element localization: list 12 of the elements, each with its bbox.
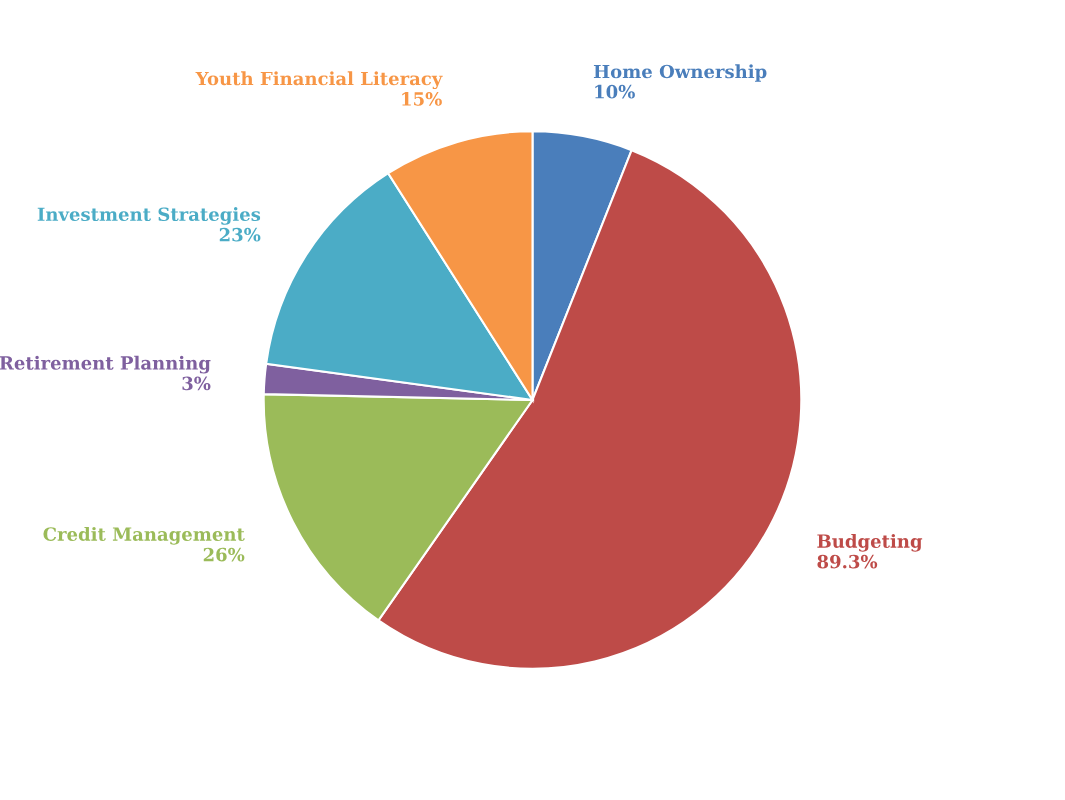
slice-label: Retirement Planning	[0, 355, 211, 374]
data-label: 3%	[182, 376, 211, 391]
slice-label: Investment Strategies	[37, 207, 261, 225]
data-label: 23%	[219, 227, 261, 242]
data-label: 15%	[402, 92, 442, 106]
data-label: 89.3%	[817, 554, 878, 569]
slice-label: Budgeting	[817, 533, 923, 552]
slice-label: Youth Financial Literacy	[195, 71, 443, 90]
data-label: 26%	[203, 547, 245, 562]
slice-label: Home Ownership	[593, 64, 767, 82]
data-label: 10%	[595, 84, 635, 99]
slice-label: Credit Management	[43, 526, 245, 545]
